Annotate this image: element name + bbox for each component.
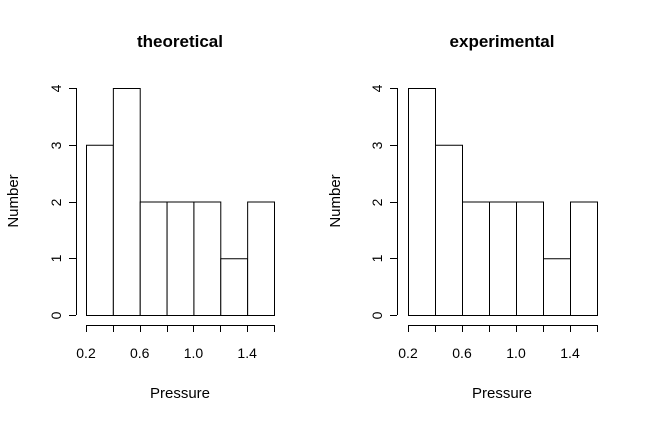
theoretical-histogram-panel: theoretical Pressure Number 0.2 0.6 1.0 1.4… — [5, 32, 275, 402]
histogram-bar — [543, 258, 571, 316]
x-axis-label: Pressure — [150, 385, 210, 402]
y-tick-label: 0 — [369, 311, 385, 319]
x-tick-label: 0.6 — [130, 345, 150, 361]
histogram-bar — [570, 201, 598, 316]
y-axis: 0 1 2 3 4 — [48, 84, 77, 319]
y-tick-label: 4 — [48, 84, 64, 92]
histogram-bar — [435, 144, 463, 316]
y-axis-label: Number — [327, 174, 344, 227]
x-axis-label: Pressure — [472, 385, 532, 402]
y-axis: 0 1 2 3 4 — [369, 84, 398, 319]
y-tick-label: 3 — [369, 141, 385, 149]
histogram-bars — [408, 88, 598, 316]
histogram-bar — [516, 201, 544, 316]
chart-title: theoretical — [137, 32, 223, 51]
x-tick-label: 1.0 — [506, 345, 526, 361]
histogram-bar — [112, 88, 141, 316]
y-tick-label: 2 — [369, 198, 385, 206]
x-tick-label: 0.2 — [398, 345, 418, 361]
histogram-bar — [489, 201, 517, 316]
histogram-bar — [408, 88, 436, 316]
y-tick-label: 1 — [48, 254, 64, 262]
x-tick-label: 0.2 — [76, 345, 96, 361]
histogram-bar — [166, 201, 195, 316]
x-tick-label: 0.6 — [452, 345, 472, 361]
x-axis: 0.2 0.6 1.0 1.4 — [398, 325, 598, 361]
histogram-bar — [247, 201, 275, 316]
y-tick-label: 1 — [369, 254, 385, 262]
chart-title: experimental — [450, 32, 555, 51]
histogram-bar — [86, 144, 114, 316]
histogram-bar — [139, 201, 168, 316]
y-axis-label: Number — [5, 174, 22, 227]
histogram-bar — [220, 258, 249, 316]
y-tick-label: 4 — [369, 84, 385, 92]
y-tick-label: 3 — [48, 141, 64, 149]
y-tick-label: 0 — [48, 311, 64, 319]
histogram-bars — [86, 88, 275, 316]
x-tick-label: 1.4 — [560, 345, 580, 361]
x-tick-label: 1.4 — [237, 345, 257, 361]
histogram-bar — [462, 201, 490, 316]
x-axis: 0.2 0.6 1.0 1.4 — [76, 325, 275, 361]
histogram-bar — [193, 201, 222, 316]
x-tick-label: 1.0 — [184, 345, 204, 361]
y-tick-label: 2 — [48, 198, 64, 206]
experimental-histogram-panel: experimental Pressure Number 0.2 0.6 1.0 1.… — [327, 32, 598, 402]
